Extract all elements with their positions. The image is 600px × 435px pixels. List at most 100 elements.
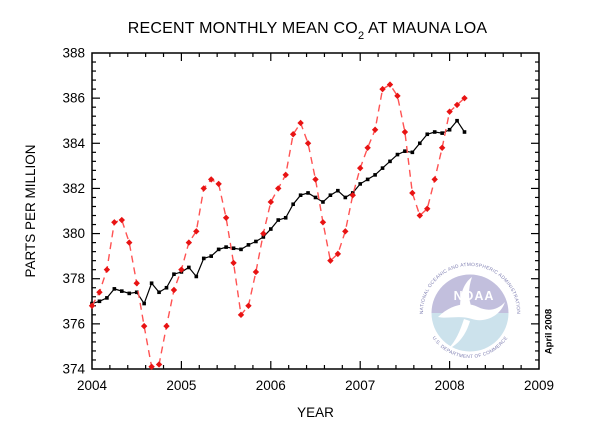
x-axis-label: YEAR (297, 405, 334, 420)
trend-series-marker (246, 243, 251, 247)
monthly-mean-series-marker (342, 228, 349, 235)
monthly-mean-series-marker (118, 216, 125, 224)
monthly-mean-series-marker (148, 363, 155, 370)
monthly-mean-series-marker (312, 176, 319, 183)
trend-series-marker (447, 127, 452, 132)
monthly-mean-series-marker (178, 266, 185, 273)
trend-series-line (91, 119, 466, 305)
y-tick-label: 378 (62, 271, 85, 286)
trend-series-marker (276, 218, 281, 222)
trend-series-marker (306, 191, 310, 195)
trend-series-marker (149, 281, 154, 286)
monthly-mean-series-marker (453, 101, 461, 109)
trend-series-marker (105, 296, 109, 300)
monthly-mean-series-marker (446, 108, 453, 115)
monthly-mean-series-marker (349, 192, 356, 199)
y-tick-label: 386 (62, 91, 85, 106)
x-tick-label: 2007 (345, 378, 375, 393)
monthly-mean-series-marker (282, 171, 289, 179)
trend-series-marker (254, 239, 258, 244)
monthly-mean-series-marker (111, 219, 118, 226)
axes-box (91, 52, 540, 370)
y-tick-label: 380 (62, 226, 85, 241)
x-tick-label: 2006 (256, 378, 286, 393)
monthly-mean-series-marker (193, 228, 200, 235)
trend-series-marker (142, 301, 146, 306)
trend-series-marker (298, 193, 303, 197)
chart-title: RECENT MONTHLY MEAN CO2 AT MAUNA LOA (0, 20, 600, 43)
chart-title-prefix: RECENT MONTHLY MEAN CO (127, 20, 358, 37)
trend-series-marker (417, 141, 422, 146)
monthly-mean-series-line (91, 83, 465, 368)
monthly-mean-series-marker (379, 85, 386, 93)
trend-series-marker (321, 200, 325, 204)
trend-series-marker (134, 290, 139, 295)
monthly-mean-series-marker (297, 119, 304, 127)
monthly-mean-series-marker (185, 239, 193, 246)
monthly-mean-series-marker (222, 214, 230, 221)
trend-series-marker (209, 254, 213, 258)
monthly-mean-series-marker (230, 259, 237, 267)
noaa-logo-sea-half (431, 313, 509, 352)
monthly-mean-series-marker (438, 144, 446, 151)
trend-series-marker (328, 193, 333, 197)
monthly-mean-series-marker (170, 286, 178, 294)
y-tick-label: 374 (62, 362, 85, 377)
trend-series-marker (224, 245, 228, 249)
trend-series-marker (164, 285, 169, 290)
monthly-mean-series-marker (237, 311, 245, 319)
y-tick-label: 384 (62, 136, 85, 151)
monthly-mean-series-marker (386, 81, 394, 88)
monthly-mean-series-marker (163, 322, 170, 330)
monthly-mean-series-marker (260, 230, 267, 237)
trend-series-marker (365, 177, 370, 182)
trend-series-marker (425, 132, 430, 137)
trend-series-marker (410, 150, 415, 155)
trend-series-marker (455, 118, 459, 123)
trend-series-marker (283, 215, 288, 220)
monthly-mean-series-marker (245, 302, 252, 309)
trend-series-marker (313, 195, 318, 200)
monthly-mean-series-marker (394, 92, 401, 100)
x-tick-label: 2009 (524, 378, 554, 393)
monthly-mean-series-marker (356, 164, 364, 172)
trend-series-marker (112, 287, 117, 291)
trend-series-marker (432, 130, 437, 134)
trend-series-marker (157, 290, 161, 295)
trend-series-marker (395, 152, 400, 157)
trend-series-marker (268, 227, 273, 231)
y-tick-label: 382 (62, 181, 85, 196)
monthly-mean-series-marker (96, 289, 103, 296)
chart-title-subscript: 2 (357, 30, 365, 43)
monthly-mean-series-marker (334, 250, 342, 258)
trend-series-marker (373, 173, 377, 177)
trend-series-marker (403, 149, 407, 153)
trend-series-marker (172, 272, 176, 276)
trend-series-marker (380, 166, 385, 170)
trend-series-marker (261, 235, 266, 239)
trend-series-marker (462, 130, 467, 134)
noaa-logo-gull-wings (438, 302, 505, 321)
trend-series-marker (97, 299, 102, 304)
monthly-mean-series-marker (327, 257, 334, 264)
trend-series-marker (187, 265, 191, 270)
monthly-mean-series-marker (155, 361, 163, 368)
monthly-mean-series-marker (409, 189, 416, 197)
chart-title-suffix: AT MAUNA LOA (364, 20, 488, 37)
monthly-mean-series-marker (401, 128, 409, 136)
monthly-mean-series-marker (416, 212, 423, 219)
monthly-mean-series-marker (88, 302, 96, 309)
monthly-mean-series-marker (424, 205, 431, 212)
trend-series-marker (343, 195, 348, 200)
trend-series-marker (336, 188, 340, 193)
trend-series-marker (216, 247, 221, 252)
trend-series-marker (388, 159, 392, 164)
monthly-mean-series-marker (252, 268, 260, 276)
trend-series-marker (440, 131, 444, 135)
monthly-mean-series-marker (215, 180, 222, 188)
trend-series-marker (194, 274, 199, 279)
monthly-mean-series-marker (207, 176, 215, 183)
noaa-logo-name: NOAA (454, 289, 495, 303)
